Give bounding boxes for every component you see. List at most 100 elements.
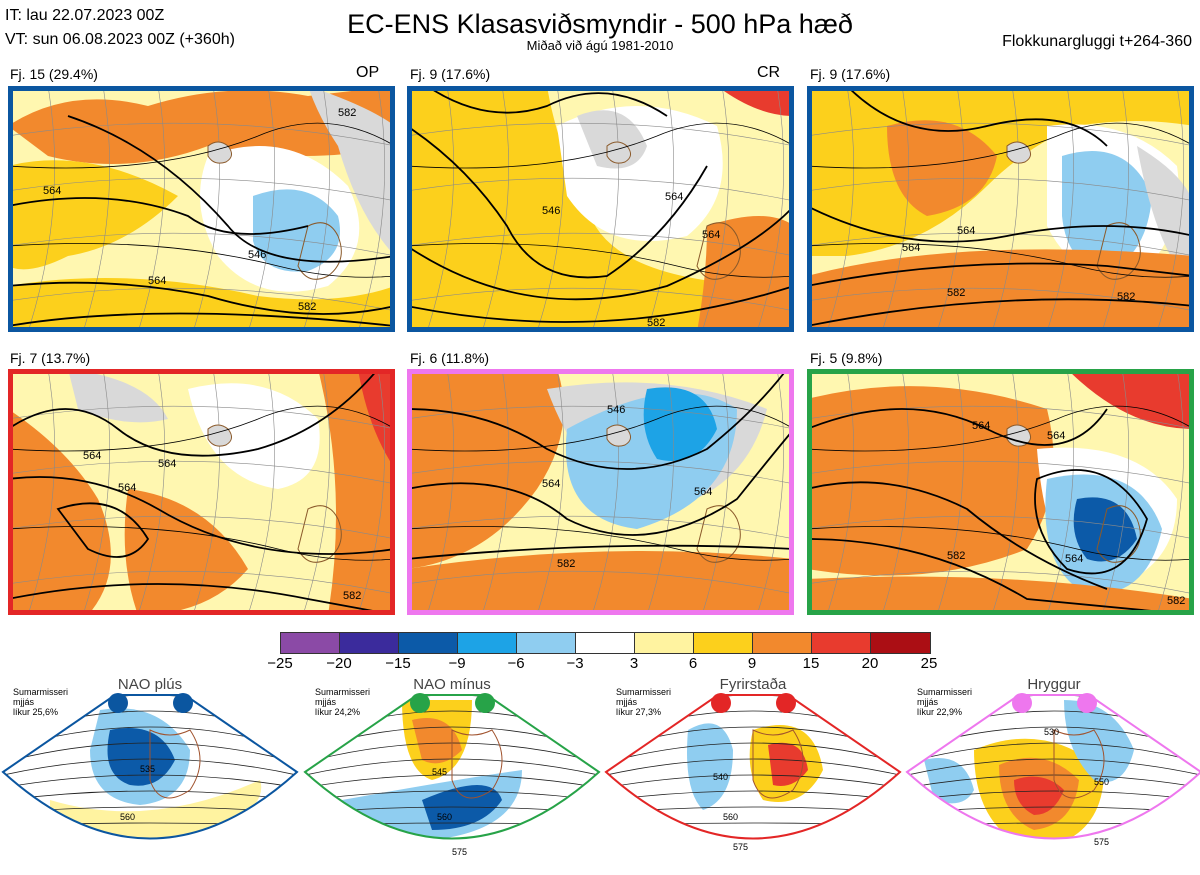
colorbar-tick-label: −9 xyxy=(448,655,466,672)
regime-info: Sumarmisseri mjjás líkur 27,3% xyxy=(616,687,672,717)
contour-label: 564 xyxy=(542,478,560,490)
map-svg: 546 564 564 582 xyxy=(412,374,789,610)
colorbar-tick-label: 20 xyxy=(861,655,879,672)
colorbar-tick-label: 3 xyxy=(629,655,639,672)
contour-label: 546 xyxy=(248,249,266,261)
colorbar-swatch xyxy=(399,633,458,653)
contour-label: 582 xyxy=(1117,291,1135,303)
cluster-map-1: 564 546 564 582 582 xyxy=(8,86,395,332)
colorbar-tick-label: 25 xyxy=(920,655,938,672)
contour-label: 564 xyxy=(957,225,975,237)
cluster-map-2: 546 564 546 564 582 xyxy=(407,86,794,332)
regime-contour-label: 560 xyxy=(437,812,452,822)
contour-label: 564 xyxy=(702,229,720,241)
map-svg: 564 564 582 582 564 xyxy=(812,91,1189,327)
cluster-map-3: 564 564 582 582 564 xyxy=(807,86,1194,332)
init-time: IT: lau 22.07.2023 00Z xyxy=(5,7,165,24)
regime-name: NAO mínus xyxy=(413,676,491,693)
regime-contour-label: 560 xyxy=(120,812,135,822)
regime-marker xyxy=(108,693,128,713)
regime-marker xyxy=(475,693,495,713)
classification-window: Flokkunargluggi t+264-360 xyxy=(1002,33,1192,50)
colorbar-tick-label: −6 xyxy=(507,655,525,672)
map-svg: 546 564 546 564 582 xyxy=(412,91,789,327)
colorbar-tick-label: 15 xyxy=(802,655,820,672)
regime-contour-label: 575 xyxy=(1094,837,1109,847)
contour-label: 564 xyxy=(118,482,136,494)
contour-label: 564 xyxy=(158,458,176,470)
regime-name: Fyrirstaða xyxy=(719,676,787,693)
contour-label: 582 xyxy=(298,301,316,313)
regime-map: 535 560 xyxy=(0,690,300,870)
regime-contour-label: 560 xyxy=(723,812,738,822)
colorbar-tick-label: −25 xyxy=(267,655,293,672)
regime-marker xyxy=(711,693,731,713)
regime-contour-label: 535 xyxy=(140,764,155,774)
valid-time: VT: sun 06.08.2023 00Z (+360h) xyxy=(5,31,235,48)
colorbar-tick-label: −15 xyxy=(385,655,411,672)
map-svg: 564 546 564 582 582 xyxy=(13,91,390,327)
regime-marker xyxy=(1077,693,1097,713)
page-subtitle: Miðað við ágú 1981-2010 xyxy=(526,38,674,53)
contour-label: 582 xyxy=(343,590,361,602)
contour-label: 582 xyxy=(1167,595,1185,607)
colorbar-swatch xyxy=(753,633,812,653)
colorbar-tick-label: 9 xyxy=(747,655,757,672)
panel-5-label: Fj. 6 (11.8%) xyxy=(410,350,490,366)
colorbar-swatch xyxy=(458,633,517,653)
colorbar-swatch xyxy=(694,633,753,653)
contour-label: 564 xyxy=(148,275,166,287)
regime-contour-label: 575 xyxy=(733,842,748,852)
contour-label: 582 xyxy=(338,107,356,119)
panel-1-label: Fj. 15 (29.4%) xyxy=(10,66,98,82)
regime-info: Sumarmisseri mjjás líkur 25,6% xyxy=(13,687,69,717)
regime-contour-label: 530 xyxy=(1044,727,1059,737)
colorbar-tick-label: −3 xyxy=(566,655,584,672)
contour-label: 582 xyxy=(647,317,665,327)
colorbar-tick-label: −20 xyxy=(326,655,352,672)
regime-info: Sumarmisseri mjjás líkur 24,2% xyxy=(315,687,371,717)
regime-map: 540 560 575 xyxy=(603,690,903,870)
contour-label: 564 xyxy=(902,242,920,254)
panel-6-label: Fj. 5 (9.8%) xyxy=(810,350,883,366)
panel-2-tag: CR xyxy=(757,64,781,81)
cluster-map-4: 564564564582582 xyxy=(8,369,395,615)
regime-marker xyxy=(173,693,193,713)
cluster-map-6: 564 564 582 564 582 xyxy=(807,369,1194,615)
contour-label: 546 xyxy=(607,404,625,416)
contour-label: 582 xyxy=(947,287,965,299)
contour-label: 582 xyxy=(557,558,575,570)
contour-label: 564 xyxy=(694,486,712,498)
anomaly-colorbar xyxy=(280,632,931,654)
regime-info: Sumarmisseri mjjás líkur 22,9% xyxy=(917,687,973,717)
regime-map: 530 550 575 xyxy=(904,690,1200,870)
panel-2-label: Fj. 9 (17.6%) xyxy=(410,66,491,82)
regime-name: NAO plús xyxy=(117,676,183,693)
contour-label: 564 xyxy=(1047,430,1065,442)
contour-label: 564 xyxy=(83,450,101,462)
colorbar-swatch xyxy=(635,633,694,653)
regime-name: Hryggur xyxy=(1027,676,1081,693)
panel-1-tag: OP xyxy=(356,64,380,81)
contour-label: 546 xyxy=(509,91,527,94)
colorbar-swatch xyxy=(576,633,635,653)
colorbar-swatch xyxy=(281,633,340,653)
contour-label: 546 xyxy=(542,205,560,217)
contour-label: 564 xyxy=(1065,553,1083,565)
colorbar-swatch xyxy=(340,633,399,653)
panel-4-label: Fj. 7 (13.7%) xyxy=(10,350,91,366)
contour-label: 564 xyxy=(43,185,61,197)
regime-contour-label: 575 xyxy=(452,847,467,857)
regime-contour-label: 540 xyxy=(713,772,728,782)
colorbar-tick-label: 6 xyxy=(688,655,698,672)
regime-marker xyxy=(410,693,430,713)
contour-label: 564 xyxy=(1062,91,1080,94)
colorbar-swatch xyxy=(871,633,930,653)
regime-map: 545 560 575 xyxy=(302,690,602,870)
contour-label: 564 xyxy=(665,191,683,203)
map-svg: 564 564 582 564 582 xyxy=(812,374,1189,610)
regime-marker xyxy=(776,693,796,713)
colorbar-swatch xyxy=(812,633,871,653)
colorbar-swatch xyxy=(517,633,576,653)
regime-contour-label: 545 xyxy=(432,767,447,777)
